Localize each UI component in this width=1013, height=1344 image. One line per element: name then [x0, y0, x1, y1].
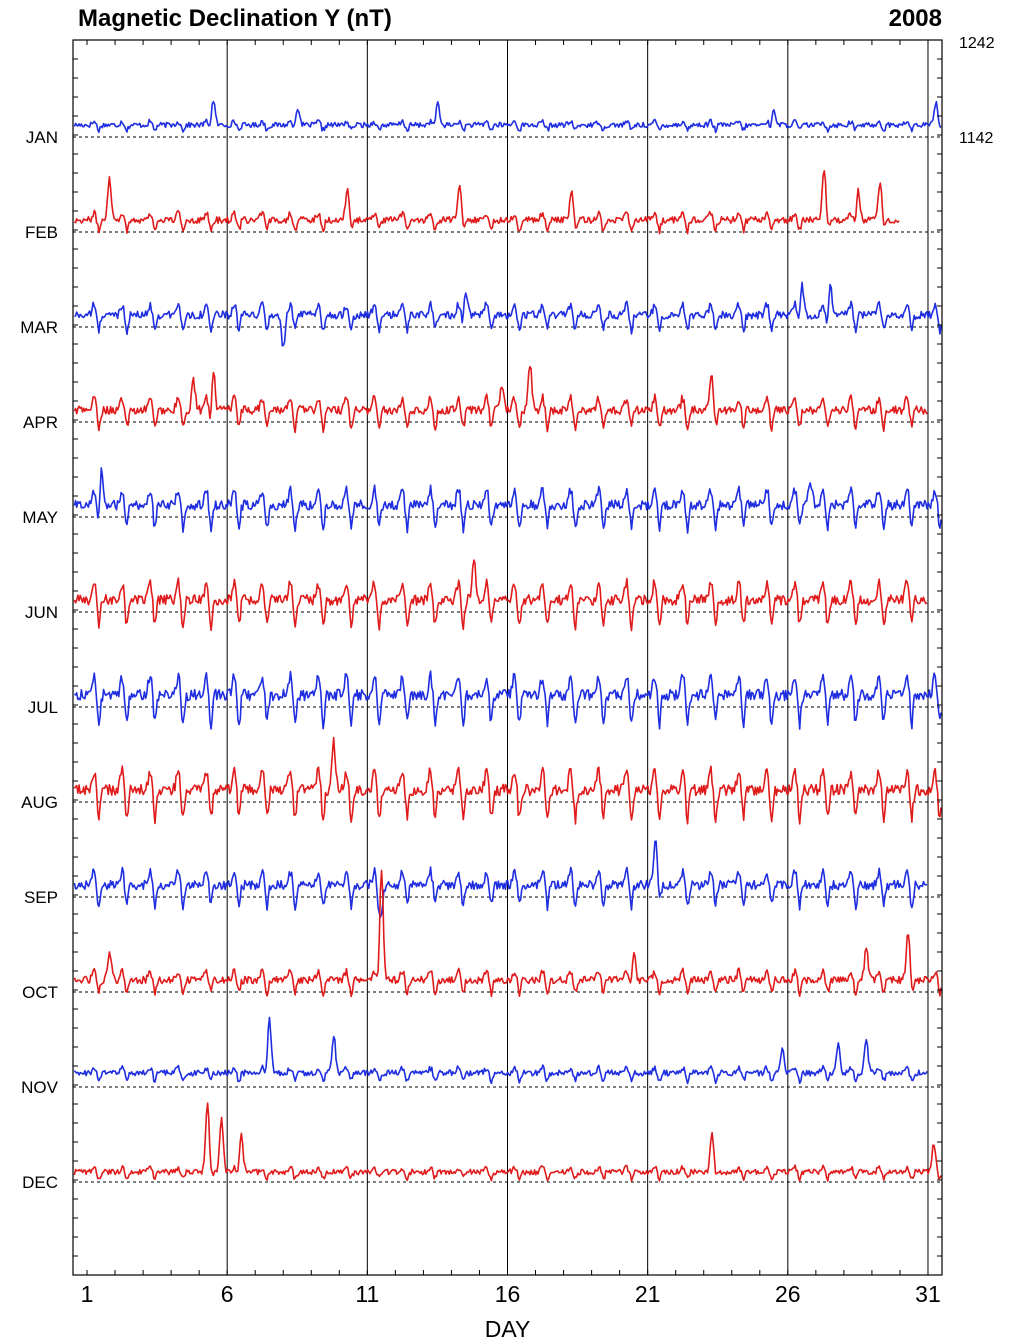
month-label: APR	[23, 413, 58, 432]
x-tick-label: 31	[915, 1281, 941, 1307]
month-label: OCT	[22, 983, 58, 1002]
series-line-may	[73, 467, 942, 534]
series-line-aug	[73, 736, 942, 825]
month-label: JUL	[28, 698, 58, 717]
series-line-jan	[73, 100, 942, 134]
month-label: SEP	[24, 888, 58, 907]
series-line-nov	[73, 1016, 928, 1085]
x-tick-label: 26	[775, 1281, 801, 1307]
month-label: MAY	[22, 508, 58, 527]
series-line-oct	[73, 869, 942, 998]
series-line-sep	[73, 840, 928, 919]
x-axis-title: DAY	[485, 1316, 531, 1342]
chart-title: Magnetic Declination Y (nT)	[78, 5, 392, 32]
month-label: MAR	[20, 318, 58, 337]
month-label: FEB	[25, 223, 58, 242]
series-line-jul	[73, 670, 942, 730]
chart-year: 2008	[888, 5, 942, 32]
series-line-apr	[73, 365, 928, 434]
month-label: AUG	[21, 793, 58, 812]
series-line-jun	[73, 559, 928, 632]
month-label: DEC	[22, 1173, 58, 1192]
scale-label: 1142	[959, 130, 994, 147]
x-tick-label: 6	[221, 1281, 234, 1307]
scale-label: 1242	[959, 35, 995, 52]
series-line-dec	[73, 1102, 942, 1182]
series-line-mar	[74, 281, 942, 347]
month-label: NOV	[21, 1078, 59, 1097]
frame-layer	[72, 39, 943, 1276]
series-line-feb	[73, 170, 900, 235]
x-tick-label: 21	[635, 1281, 661, 1307]
month-label: JAN	[26, 128, 58, 147]
x-tick-label: 16	[495, 1281, 521, 1307]
x-tick-label: 11	[355, 1281, 379, 1307]
grid-layer	[73, 40, 942, 1275]
month-label: JUN	[25, 603, 58, 622]
label-layer: 1 6 11 16 21 26 31DAY12421142JANFEBMARAPRMAYJU…	[20, 35, 994, 1342]
x-tick-label: 1	[81, 1281, 94, 1307]
series-layer	[73, 100, 942, 1182]
